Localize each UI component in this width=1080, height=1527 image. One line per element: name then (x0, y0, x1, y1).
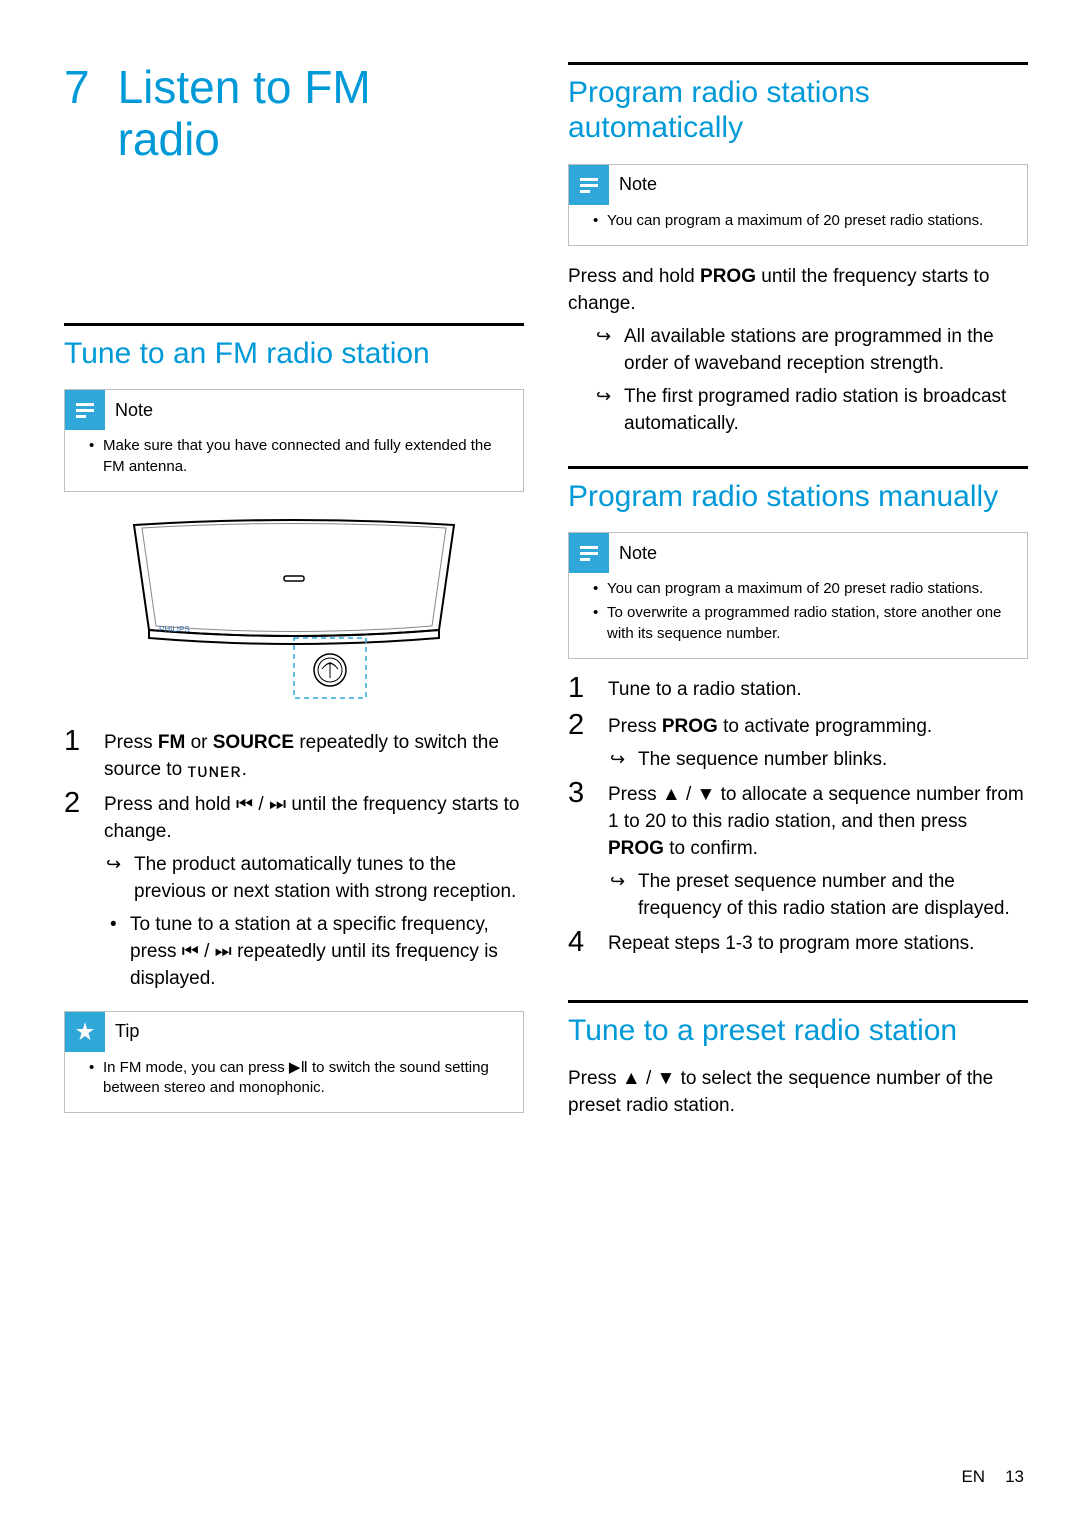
note-icon (569, 165, 609, 205)
section-rule (568, 1000, 1028, 1003)
section-title-preset: Tune to a preset radio station (568, 1013, 1028, 1048)
note-icon (569, 533, 609, 573)
right-column: Program radio stations automatically Not… (568, 62, 1028, 1131)
device-illustration: PHILIPS (64, 510, 524, 710)
section-title-manual: Program radio stations manually (568, 479, 1028, 514)
tip-item: In FM mode, you can press ▶Ⅱ to switch t… (89, 1058, 509, 1099)
chapter-title-line2: radio (118, 113, 220, 165)
step3-result: The preset sequence number and the frequ… (608, 869, 1028, 923)
step-1: 1 Tune to a radio station. (568, 677, 1028, 706)
note-label: Note (619, 174, 657, 195)
tip-icon (65, 1012, 105, 1052)
step1-source: SOURCE (213, 732, 294, 753)
up-down-icons: ▲ / ▼ (622, 1068, 675, 1089)
step-3: 3 Press ▲ / ▼ to allocate a sequence num… (568, 782, 1028, 923)
step1-text: Press (104, 732, 158, 753)
tuner-glyph: ᴛᴜɴᴇʀ (187, 759, 241, 786)
play-pause-icon: ▶Ⅱ (289, 1059, 308, 1076)
chapter-title: 7 Listen to FMradio (64, 62, 524, 165)
section-title-tune-fm: Tune to an FM radio station (64, 336, 524, 371)
auto-sub1: All available stations are programmed in… (568, 324, 1028, 378)
section-rule (568, 62, 1028, 65)
step-1: 1 Press FM or SOURCE repeatedly to switc… (64, 730, 524, 784)
step-2: 2 Press and hold ⏮ / ⏭ until the frequen… (64, 792, 524, 993)
tune-steps: 1 Press FM or SOURCE repeatedly to switc… (64, 730, 524, 993)
note-label: Note (619, 543, 657, 564)
note-icon (65, 390, 105, 430)
tip-label: Tip (115, 1021, 139, 1042)
skip-icons: ⏮ / ⏭ (236, 794, 286, 815)
manual-steps: 1 Tune to a radio station. 2 Press PROG … (568, 677, 1028, 960)
preset-para: Press ▲ / ▼ to select the sequence numbe… (568, 1066, 1028, 1120)
skip-icons: ⏮ / ⏭ (182, 941, 232, 962)
step2-result: The sequence number blinks. (608, 747, 1028, 774)
note-item: Make sure that you have connected and fu… (89, 436, 509, 477)
note-item: To overwrite a programmed radio station,… (593, 603, 1013, 644)
note-item: You can program a maximum of 20 preset r… (593, 211, 1013, 231)
step2-bullet: To tune to a station at a specific frequ… (104, 912, 524, 993)
chapter-number: 7 (64, 62, 90, 114)
prog-label: PROG (700, 266, 756, 287)
auto-para: Press and hold PROG until the frequency … (568, 264, 1028, 438)
left-column: 7 Listen to FMradio Tune to an FM radio s… (64, 62, 524, 1131)
auto-sub2: The first programed radio station is bro… (568, 384, 1028, 438)
prog-label: PROG (608, 838, 664, 859)
section-title-auto: Program radio stations automatically (568, 75, 1028, 146)
prog-label: PROG (662, 716, 718, 737)
chapter-title-line1: Listen to FM (118, 61, 371, 113)
note-callout: Note You can program a maximum of 20 pre… (568, 532, 1028, 659)
note-callout: Note Make sure that you have connected a… (64, 389, 524, 492)
step2-result: The product automatically tunes to the p… (104, 852, 524, 906)
up-down-icons: ▲ / ▼ (662, 784, 715, 805)
step-4: 4 Repeat steps 1-3 to program more stati… (568, 931, 1028, 960)
tip-callout: Tip In FM mode, you can press ▶Ⅱ to swit… (64, 1011, 524, 1114)
svg-text:PHILIPS: PHILIPS (159, 625, 190, 634)
page-footer: EN 13 (961, 1467, 1024, 1487)
note-label: Note (115, 400, 153, 421)
section-rule (64, 323, 524, 326)
footer-page: 13 (1005, 1467, 1024, 1486)
step1-fm: FM (158, 732, 185, 753)
step-number: 2 (64, 789, 90, 990)
note-callout: Note You can program a maximum of 20 pre… (568, 164, 1028, 246)
section-rule (568, 466, 1028, 469)
step-2: 2 Press PROG to activate programming. Th… (568, 714, 1028, 774)
footer-lang: EN (961, 1467, 985, 1486)
note-item: You can program a maximum of 20 preset r… (593, 579, 1013, 599)
step-number: 1 (64, 727, 90, 781)
